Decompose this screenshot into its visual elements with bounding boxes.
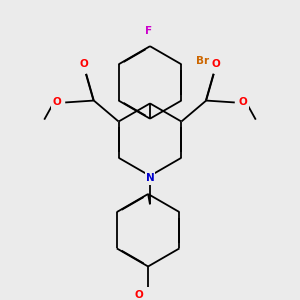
Text: O: O bbox=[239, 98, 248, 107]
Text: N: N bbox=[146, 173, 154, 183]
Text: O: O bbox=[134, 290, 143, 300]
Text: O: O bbox=[52, 98, 61, 107]
Text: O: O bbox=[211, 59, 220, 69]
Text: F: F bbox=[145, 26, 152, 36]
Text: O: O bbox=[80, 59, 89, 69]
Text: Br: Br bbox=[196, 56, 209, 65]
